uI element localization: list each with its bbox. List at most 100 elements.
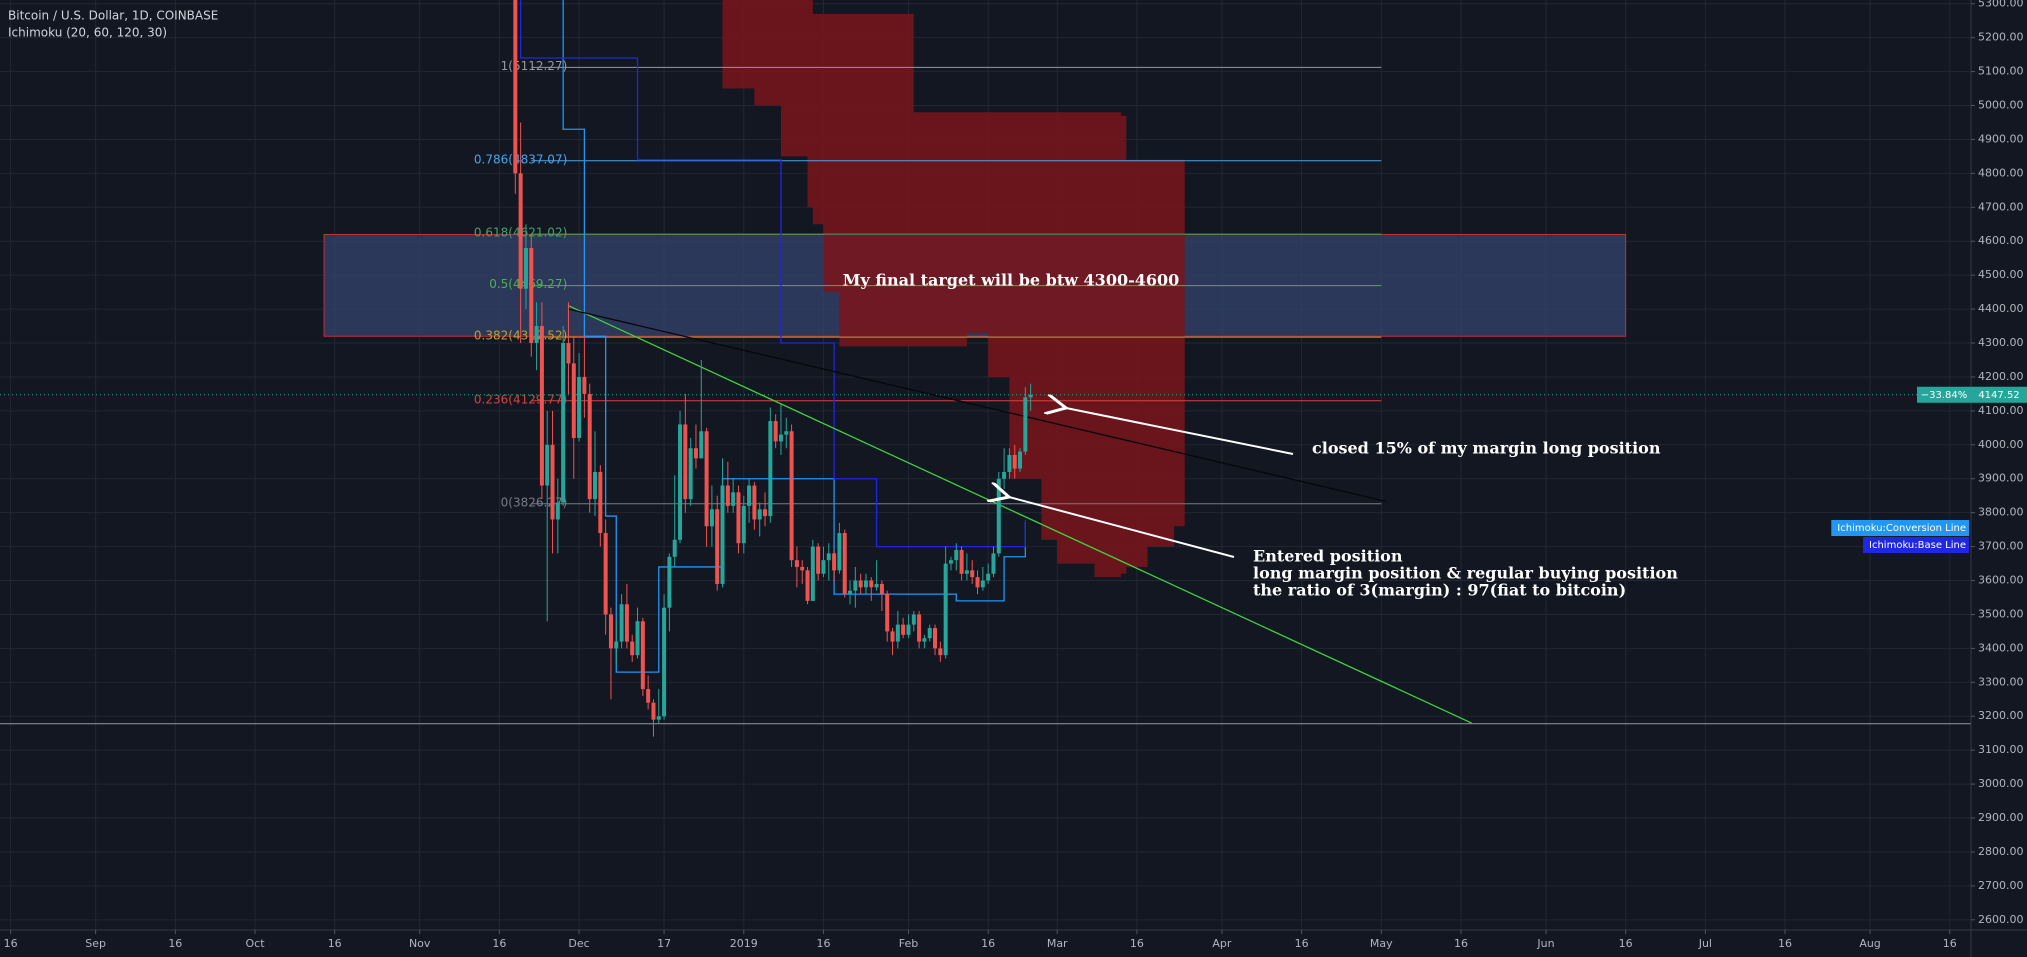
candle-body xyxy=(523,248,528,289)
fib-label: 0.236(4129.77) xyxy=(474,392,567,406)
y-tick-label: 3900.00 xyxy=(1978,472,2024,485)
legend-label: Ichimoku:Conversion Line xyxy=(1837,523,1966,534)
candle-body xyxy=(927,628,932,639)
x-tick-label: 16 xyxy=(328,937,342,950)
candle-body xyxy=(842,533,847,595)
ichimoku-line xyxy=(562,0,1026,673)
legend-tag xyxy=(1863,537,1969,553)
candle-body xyxy=(933,628,938,649)
y-tick-label: 3800.00 xyxy=(1978,506,2024,519)
x-tick-label: Aug xyxy=(1859,937,1880,950)
candle-body xyxy=(614,641,619,649)
candle-body xyxy=(805,570,810,601)
candle-body xyxy=(853,580,858,591)
x-tick-label: 16 xyxy=(981,937,995,950)
candle-body xyxy=(757,509,762,520)
y-tick-label: 4500.00 xyxy=(1978,268,2024,281)
candle-body xyxy=(922,638,927,642)
candle-body xyxy=(879,583,884,595)
x-tick-label: 2019 xyxy=(730,937,758,950)
candle-body xyxy=(991,553,996,574)
y-tick-label: 3300.00 xyxy=(1978,675,2024,688)
y-tick-label: 3000.00 xyxy=(1978,777,2024,790)
candle-body xyxy=(672,539,677,557)
candle-body xyxy=(566,343,571,364)
candle-body xyxy=(837,533,842,571)
x-tick-label: Sep xyxy=(85,937,106,950)
trendline xyxy=(568,305,1472,724)
x-tick-label: Jun xyxy=(1536,937,1554,950)
candle-body xyxy=(656,716,661,720)
y-tick-label: 5100.00 xyxy=(1978,65,2024,78)
candle-body xyxy=(848,590,853,595)
candle-body xyxy=(593,471,598,500)
candle-body xyxy=(720,485,725,584)
y-tick-label: 3600.00 xyxy=(1978,574,2024,587)
axes: 2600.00 2700.00 2800.00 2900.00 3000.00 3100.… xyxy=(4,0,2024,950)
price-change-tag xyxy=(1917,386,1971,403)
candle-body xyxy=(1012,454,1017,469)
x-tick-label: Nov xyxy=(409,937,431,950)
candle-body xyxy=(667,556,672,608)
annotation: the ratio of 3(margin) : 97(fiat to bitc… xyxy=(1253,581,1626,600)
annotation: Entered position xyxy=(1253,547,1403,566)
candle-body xyxy=(683,424,688,500)
y-tick-label: 3700.00 xyxy=(1978,540,2024,553)
candle-body xyxy=(1007,454,1012,472)
y-tick-label: 4100.00 xyxy=(1978,404,2024,417)
plot-area: 1(5112.27)0.786(4837.07)0.618(4621.02)0.… xyxy=(0,0,1971,737)
x-tick-label: 16 xyxy=(1943,937,1957,950)
candle-body xyxy=(582,376,587,394)
candle-body xyxy=(662,607,667,717)
x-tick-label: 16 xyxy=(1619,937,1633,950)
arrow xyxy=(1066,408,1294,455)
y-tick-label: 3200.00 xyxy=(1978,709,2024,722)
y-tick-label: 5000.00 xyxy=(1978,99,2024,112)
candle-body xyxy=(778,434,783,442)
candle-body xyxy=(561,343,566,503)
y-tick-label: 4000.00 xyxy=(1978,438,2024,451)
x-tick-label: Mar xyxy=(1047,937,1068,950)
candle-body xyxy=(911,614,916,625)
candle-body xyxy=(810,546,815,601)
price-change: −33.84% xyxy=(1921,390,1968,401)
candle-body xyxy=(640,621,645,690)
fib-label: 1(5112.27) xyxy=(501,59,568,73)
candle-body xyxy=(545,444,550,486)
annotation: closed 15% of my margin long position xyxy=(1312,439,1661,458)
candle-body xyxy=(832,553,837,571)
candle-body xyxy=(869,580,874,588)
candle-body xyxy=(539,326,544,486)
y-tick-label: 4900.00 xyxy=(1978,132,2024,145)
candle-body xyxy=(980,580,985,588)
indicator-title: Ichimoku (20, 60, 120, 30) xyxy=(8,26,167,40)
candle-body xyxy=(784,431,789,435)
candle-body xyxy=(577,376,582,439)
candle-body xyxy=(970,570,975,578)
candle-body xyxy=(646,689,651,703)
candle-body xyxy=(959,549,964,574)
candle-body xyxy=(789,431,794,561)
candle-body xyxy=(938,648,943,656)
candle-body xyxy=(555,502,560,520)
candle-body xyxy=(874,583,879,588)
candle-body xyxy=(773,421,778,442)
candle-body xyxy=(699,431,704,459)
candle-body xyxy=(816,546,821,574)
candle-body xyxy=(741,505,746,544)
x-tick-label: 16 xyxy=(4,937,18,950)
candle-body xyxy=(630,641,635,656)
candle-body xyxy=(747,485,752,506)
candle-body xyxy=(688,448,693,500)
candle-body xyxy=(731,492,736,506)
candle-body xyxy=(826,553,831,561)
annotation: My final target will be btw 4300-4600 xyxy=(843,271,1180,290)
candle-body xyxy=(550,444,555,520)
y-tick-label: 3500.00 xyxy=(1978,607,2024,620)
tags: −33.84% 4147.52 Ichimoku:Conversion Line Ic… xyxy=(1831,386,2027,553)
candle-body xyxy=(1028,394,1033,398)
candle-body xyxy=(768,421,773,517)
candle-body xyxy=(1018,451,1023,469)
y-tick-label: 5200.00 xyxy=(1978,31,2024,44)
